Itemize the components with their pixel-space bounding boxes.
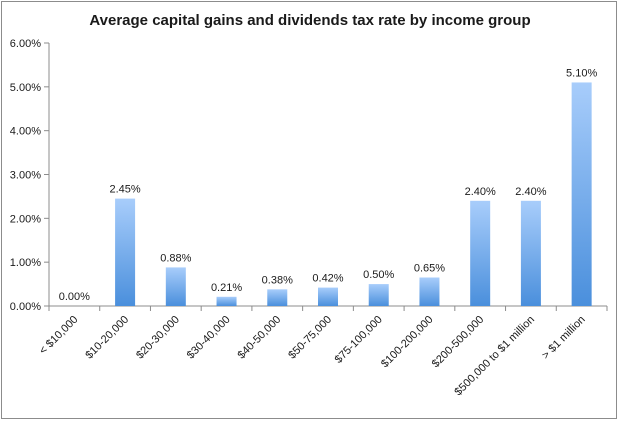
data-label: 0.50% (363, 269, 394, 281)
x-tick-label: $100-200,000 (379, 314, 436, 371)
y-tick-label: 6.00% (10, 38, 41, 50)
bar (470, 200, 491, 306)
bar (520, 200, 541, 306)
data-label: 0.65% (414, 263, 445, 275)
y-tick-label: 4.00% (10, 126, 41, 138)
data-label: 0.38% (262, 274, 293, 286)
bar (571, 82, 592, 306)
chart-title: Average capital gains and dividends tax … (89, 12, 531, 29)
x-tick-label: $20-30,000 (134, 314, 182, 362)
bar (216, 296, 237, 306)
bar (318, 287, 338, 306)
y-tick-label: 0.00% (10, 301, 41, 313)
bar (165, 267, 186, 306)
x-tick-label: < $10,000 (37, 314, 80, 357)
y-tick-label: 3.00% (10, 170, 41, 182)
data-label: 0.00% (59, 291, 90, 303)
bar (368, 284, 389, 306)
y-tick-label: 5.00% (10, 82, 41, 94)
x-tick-label: $50-75,000 (286, 314, 334, 362)
data-label: 2.40% (465, 186, 496, 198)
bar (419, 277, 440, 306)
data-label: 0.21% (211, 282, 242, 294)
data-label: 2.45% (109, 184, 140, 196)
x-tick-label: $10-20,000 (83, 314, 131, 362)
x-tick-label: $200-500,000 (430, 314, 487, 371)
data-label: 5.10% (566, 67, 597, 79)
data-label: 0.42% (312, 273, 343, 285)
x-tick-label: $40-50,000 (236, 314, 284, 362)
x-tick-label: $30-40,000 (185, 314, 233, 362)
y-tick-label: 1.00% (10, 257, 41, 269)
data-label: 2.40% (515, 186, 546, 198)
bar (267, 289, 288, 306)
y-tick-label: 2.00% (10, 213, 41, 225)
x-tick-label: > $1 million (540, 314, 588, 362)
x-tick-label: $75-100,000 (333, 314, 385, 366)
bar (115, 198, 136, 306)
data-label: 0.88% (160, 252, 191, 264)
